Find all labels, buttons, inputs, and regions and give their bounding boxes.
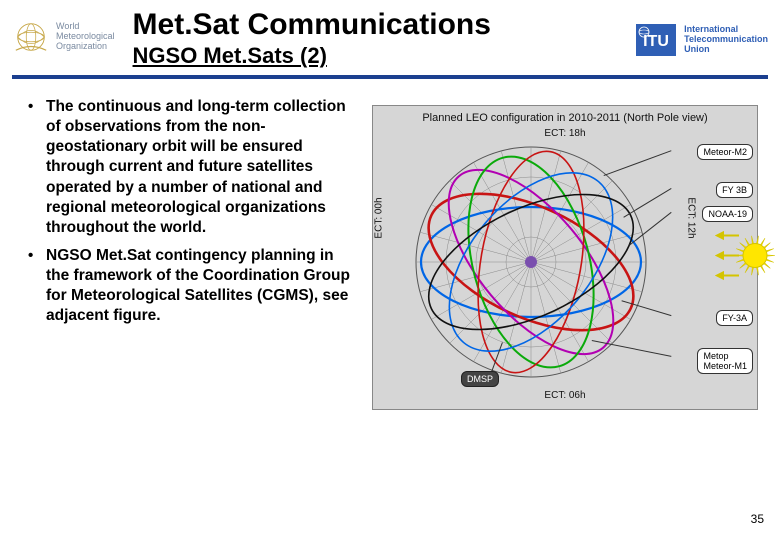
itu-emblem-icon: ITU xyxy=(634,18,678,62)
orbit-plot xyxy=(401,142,661,382)
wmo-logo: World Meteorological Organization xyxy=(12,18,115,56)
sun-icon xyxy=(715,215,775,300)
wmo-emblem-icon xyxy=(12,18,50,56)
page-number: 35 xyxy=(751,512,764,526)
wmo-logo-text: World Meteorological Organization xyxy=(56,22,115,52)
title-block: Met.Sat Communications NGSO Met.Sats (2) xyxy=(133,8,635,69)
satellite-callout: DMSP xyxy=(461,371,499,387)
slide-subtitle: NGSO Met.Sats (2) xyxy=(133,43,635,69)
list-item: The continuous and long-term collection … xyxy=(28,97,358,238)
axis-label-top: ECT: 18h xyxy=(373,128,757,139)
axis-label-bottom: ECT: 06h xyxy=(373,390,757,401)
satellite-callout: Metop Meteor-M1 xyxy=(697,348,753,374)
axis-label-left: ECT: 00h xyxy=(374,178,385,258)
leo-config-figure: Planned LEO configuration in 2010-2011 (… xyxy=(372,105,758,410)
bullet-list: The continuous and long-term collection … xyxy=(28,97,358,410)
itu-logo-text: International Telecommunication Union xyxy=(684,25,768,55)
axis-label-right: ECT: 12h xyxy=(686,178,697,258)
itu-logo: ITU International Telecommunication Unio… xyxy=(634,18,768,62)
satellite-callout: FY-3A xyxy=(716,310,753,326)
slide-body: The continuous and long-term collection … xyxy=(0,79,780,410)
list-item: NGSO Met.Sat contingency planning in the… xyxy=(28,246,358,327)
satellite-callout: Meteor-M2 xyxy=(697,144,753,160)
slide-header: World Meteorological Organization Met.Sa… xyxy=(0,0,780,69)
figure-title: Planned LEO configuration in 2010-2011 (… xyxy=(373,112,757,124)
slide-title: Met.Sat Communications xyxy=(133,8,635,41)
satellite-callout: FY 3B xyxy=(716,182,753,198)
